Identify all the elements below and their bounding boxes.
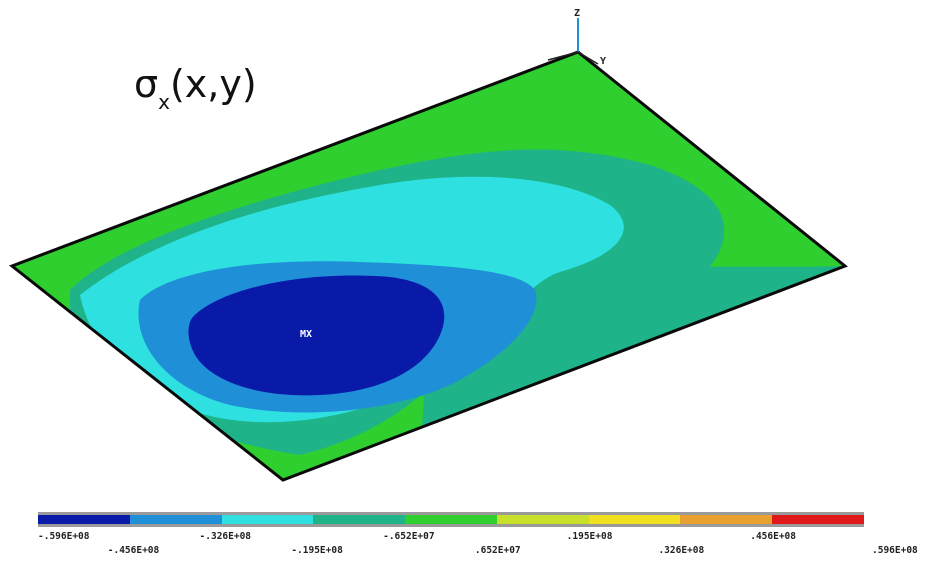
legend-label-4: -.195E+08 bbox=[291, 545, 343, 556]
legend-swatch-9 bbox=[772, 515, 865, 524]
legend-label-2: -.456E+08 bbox=[107, 545, 160, 556]
legend-swatch-6 bbox=[496, 515, 589, 524]
plate-contour-plot bbox=[8, 18, 848, 482]
y-axis-line bbox=[577, 51, 599, 65]
legend-label-8: .326E+08 bbox=[658, 545, 705, 556]
legend-swatch-2 bbox=[129, 515, 222, 524]
legend-label-7: .195E+08 bbox=[566, 531, 613, 542]
plot-title: σx(x,y) bbox=[134, 62, 257, 114]
y-axis-label: Y bbox=[600, 56, 607, 67]
legend-label-5: -.652E+07 bbox=[383, 531, 435, 542]
max-marker-label: MX bbox=[300, 329, 313, 340]
legend-swatch-7 bbox=[588, 515, 681, 524]
x-axis-line bbox=[547, 51, 579, 61]
legend-label-1: -.596E+08 bbox=[38, 531, 90, 542]
legend-label-6: .652E+07 bbox=[474, 545, 521, 556]
legend-swatch-3 bbox=[221, 515, 314, 524]
legend-swatch-4 bbox=[313, 515, 406, 524]
legend-label-3: -.326E+08 bbox=[199, 531, 252, 542]
contour-band-core bbox=[188, 275, 445, 396]
legend-swatch-1 bbox=[38, 515, 130, 524]
legend-color-bar bbox=[38, 512, 865, 527]
plate-outline bbox=[8, 50, 848, 482]
legend-label-9: .456E+08 bbox=[750, 531, 796, 542]
legend-swatch-5 bbox=[405, 515, 497, 524]
legend-swatch-8 bbox=[680, 515, 773, 524]
z-axis-label: Z bbox=[574, 8, 581, 19]
legend-label-10: .596E+08 bbox=[872, 545, 918, 556]
